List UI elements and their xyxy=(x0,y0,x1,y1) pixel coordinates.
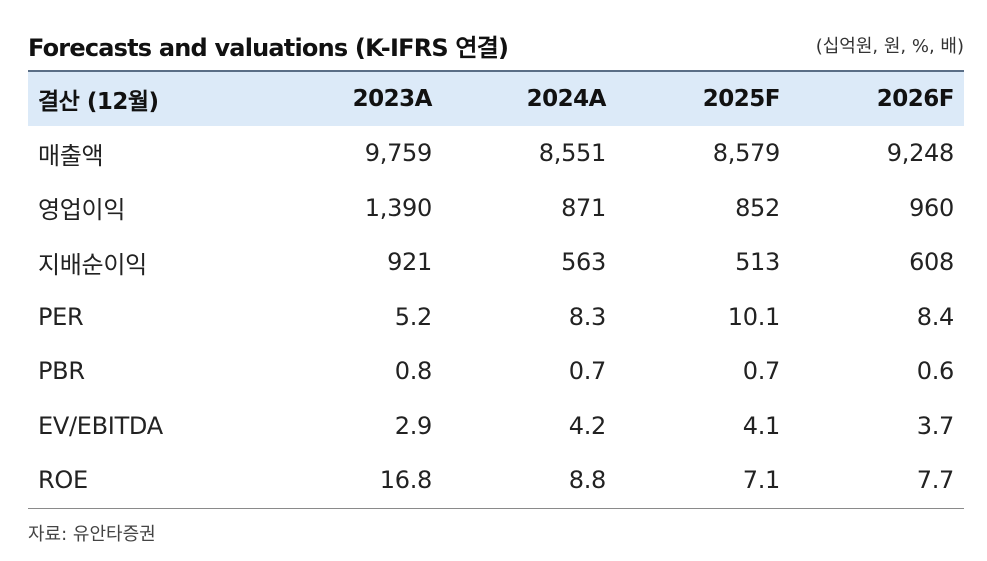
header-2024a: 2024A xyxy=(526,86,607,112)
cell-value: 9,248 xyxy=(886,139,955,168)
cell-value: 608 xyxy=(909,248,954,277)
cell-value: 5.2 xyxy=(394,302,433,331)
title-row: Forecasts and valuations (K-IFRS 연결) (십억… xyxy=(28,28,964,64)
header-2026f: 2026F xyxy=(876,86,955,112)
cell-value: 9,759 xyxy=(364,139,433,168)
page-title: Forecasts and valuations (K-IFRS 연결) xyxy=(28,34,509,62)
units-note: (십억원, 원, %, 배) xyxy=(815,36,964,57)
cell-value: 0.7 xyxy=(742,357,781,386)
cell-value: 852 xyxy=(735,193,780,222)
cell-value: 4.1 xyxy=(742,411,781,440)
table-header-row: 결산 (12월) 2023A 2024A 2025F 2026F xyxy=(28,71,964,126)
table-row: ROE 16.8 8.8 7.1 7.7 xyxy=(28,453,964,508)
cell-value: 0.7 xyxy=(568,357,607,386)
cell-value: 8,579 xyxy=(712,139,781,168)
cell-value: 8.8 xyxy=(568,466,607,495)
cell-value: 3.7 xyxy=(916,411,955,440)
cell-value: 921 xyxy=(387,248,432,277)
table-row: 영업이익 1,390 871 852 960 xyxy=(28,181,964,236)
cell-value: 960 xyxy=(909,193,954,222)
cell-value: 8.3 xyxy=(568,302,607,331)
cell-value: 871 xyxy=(561,193,606,222)
header-2025f: 2025F xyxy=(702,86,781,112)
cell-value: 4.2 xyxy=(568,411,607,440)
table-row: 지배순이익 921 563 513 608 xyxy=(28,235,964,290)
cell-value: 0.6 xyxy=(916,357,955,386)
cell-value: 1,390 xyxy=(364,193,433,222)
table-row: PBR 0.8 0.7 0.7 0.6 xyxy=(28,344,964,399)
cell-value: 8,551 xyxy=(538,139,607,168)
table-row: PER 5.2 8.3 10.1 8.4 xyxy=(28,290,964,345)
row-label: ROE xyxy=(38,466,88,495)
table-row: EV/EBITDA 2.9 4.2 4.1 3.7 xyxy=(28,399,964,454)
row-label: 영업이익 xyxy=(38,196,126,225)
cell-value: 0.8 xyxy=(394,357,433,386)
table-row: 매출액 9,759 8,551 8,579 9,248 xyxy=(28,126,964,181)
row-label: PBR xyxy=(38,357,85,386)
header-fiscal-year: 결산 (12월) xyxy=(38,89,159,115)
header-2023a: 2023A xyxy=(352,86,433,112)
row-label: PER xyxy=(38,302,84,331)
cell-value: 7.7 xyxy=(916,466,955,495)
cell-value: 513 xyxy=(735,248,780,277)
cell-value: 16.8 xyxy=(379,466,433,495)
row-label: 매출액 xyxy=(38,141,104,170)
row-label: 지배순이익 xyxy=(38,250,147,279)
cell-value: 563 xyxy=(561,248,606,277)
row-label: EV/EBITDA xyxy=(38,411,163,440)
forecast-table: 결산 (12월) 2023A 2024A 2025F 2026F 매출액 9,7… xyxy=(28,70,964,509)
cell-value: 10.1 xyxy=(727,302,781,331)
cell-value: 8.4 xyxy=(916,302,955,331)
source-note: 자료: 유안타증권 xyxy=(28,524,156,545)
cell-value: 2.9 xyxy=(394,411,433,440)
cell-value: 7.1 xyxy=(742,466,781,495)
